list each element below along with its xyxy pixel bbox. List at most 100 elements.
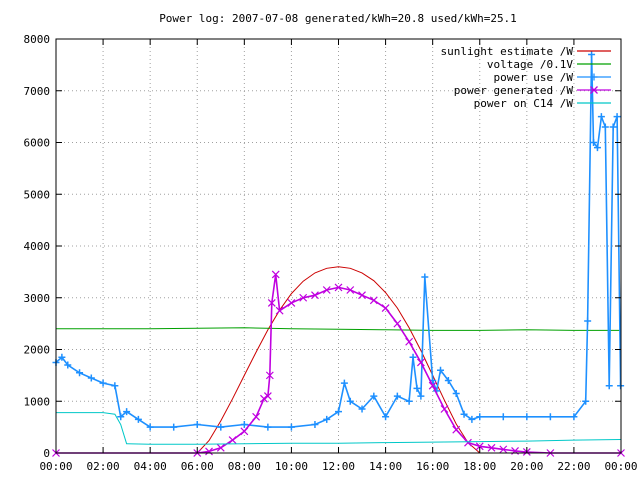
legend-marker [590, 86, 598, 94]
data-point [260, 394, 268, 403]
data-point [460, 410, 468, 418]
data-point [64, 361, 72, 369]
x-tick-label: 00:00 [604, 460, 637, 473]
data-point [346, 286, 355, 294]
data-point [476, 413, 484, 421]
x-tick-label: 20:00 [510, 460, 543, 473]
data-point [393, 392, 401, 400]
legend-label: power generated /W [454, 84, 574, 97]
data-point [311, 421, 319, 429]
data-point [440, 405, 449, 413]
data-point [311, 291, 319, 300]
data-point [416, 358, 425, 367]
data-point [358, 405, 366, 413]
data-point [76, 369, 84, 377]
data-point [381, 304, 390, 313]
data-point [263, 392, 272, 400]
data-point [570, 413, 578, 421]
data-point [405, 397, 413, 405]
data-point [452, 389, 460, 397]
legend-label: power use /W [494, 71, 574, 84]
data-point [358, 291, 366, 300]
data-point [346, 397, 354, 405]
x-tick-label: 10:00 [275, 460, 308, 473]
y-tick-label: 2000 [24, 344, 51, 357]
legend-label: sunlight estimate /W [441, 45, 574, 58]
axes: 0 1000 2000 3000 4000 5000 6000 7000 8000 00:00 02… [24, 33, 638, 473]
data-point [499, 413, 507, 421]
data-point [523, 413, 531, 421]
legend-label: voltage /0.1V [487, 58, 573, 71]
series-5 [56, 412, 621, 445]
y-tick-label: 7000 [24, 85, 51, 98]
data-point [601, 123, 609, 131]
series-2 [56, 327, 621, 331]
data-point [405, 337, 414, 346]
data-point [267, 299, 276, 307]
y-tick-label: 0 [43, 447, 50, 460]
chart-title: Power log: 2007-07-08 generated/kWh=20.8… [159, 12, 517, 25]
data-point [546, 413, 554, 421]
y-tick-label: 6000 [24, 137, 51, 150]
data-point [382, 413, 390, 421]
series-4 [52, 270, 625, 457]
data-point [271, 270, 280, 279]
data-point [609, 123, 617, 131]
data-point [593, 144, 601, 152]
data-point [252, 412, 261, 421]
data-point [584, 317, 592, 325]
data-point [588, 51, 596, 59]
data-point [613, 113, 621, 121]
data-point [216, 443, 225, 452]
data-point [499, 445, 508, 454]
data-point [58, 353, 66, 361]
data-point [299, 293, 308, 302]
data-point [370, 392, 378, 400]
data-point [475, 442, 484, 451]
y-tick-label: 8000 [24, 33, 51, 46]
data-point [413, 384, 421, 392]
data-point [146, 423, 154, 431]
data-point [322, 286, 331, 294]
x-tick-label: 14:00 [369, 460, 402, 473]
data-point [590, 139, 598, 146]
data-point [117, 413, 125, 421]
data-point [437, 366, 445, 374]
x-tick-label: 02:00 [87, 460, 120, 473]
data-point [487, 443, 496, 452]
data-point [335, 408, 342, 416]
series-line [55, 54, 622, 428]
y-tick-label: 5000 [24, 188, 51, 201]
data-point [421, 273, 429, 281]
data-point [323, 415, 331, 423]
data-point [464, 438, 472, 447]
x-tick-label: 00:00 [39, 460, 72, 473]
data-point [265, 371, 274, 380]
x-tick-label: 04:00 [134, 460, 167, 473]
data-point [340, 379, 348, 387]
data-point [134, 415, 142, 423]
series-3 [52, 51, 625, 431]
series-line [56, 327, 621, 331]
data-point [240, 421, 248, 429]
data-point [334, 283, 343, 292]
data-point [393, 319, 402, 328]
data-point [123, 408, 131, 416]
data-point [228, 436, 237, 444]
x-tick-label: 16:00 [416, 460, 449, 473]
series-1 [56, 266, 621, 454]
data-point [87, 374, 95, 382]
x-tick-label: 22:00 [557, 460, 590, 473]
data-point [369, 296, 378, 305]
data-point [468, 415, 476, 423]
data-point [605, 382, 613, 390]
series-line [56, 266, 621, 454]
data-point [275, 306, 284, 315]
x-tick-label: 08:00 [228, 460, 261, 473]
series-line [56, 412, 621, 445]
x-tick-label: 06:00 [181, 460, 214, 473]
data-point [409, 353, 417, 361]
data-point [582, 397, 590, 405]
data-point [217, 423, 225, 431]
data-point [444, 377, 452, 385]
